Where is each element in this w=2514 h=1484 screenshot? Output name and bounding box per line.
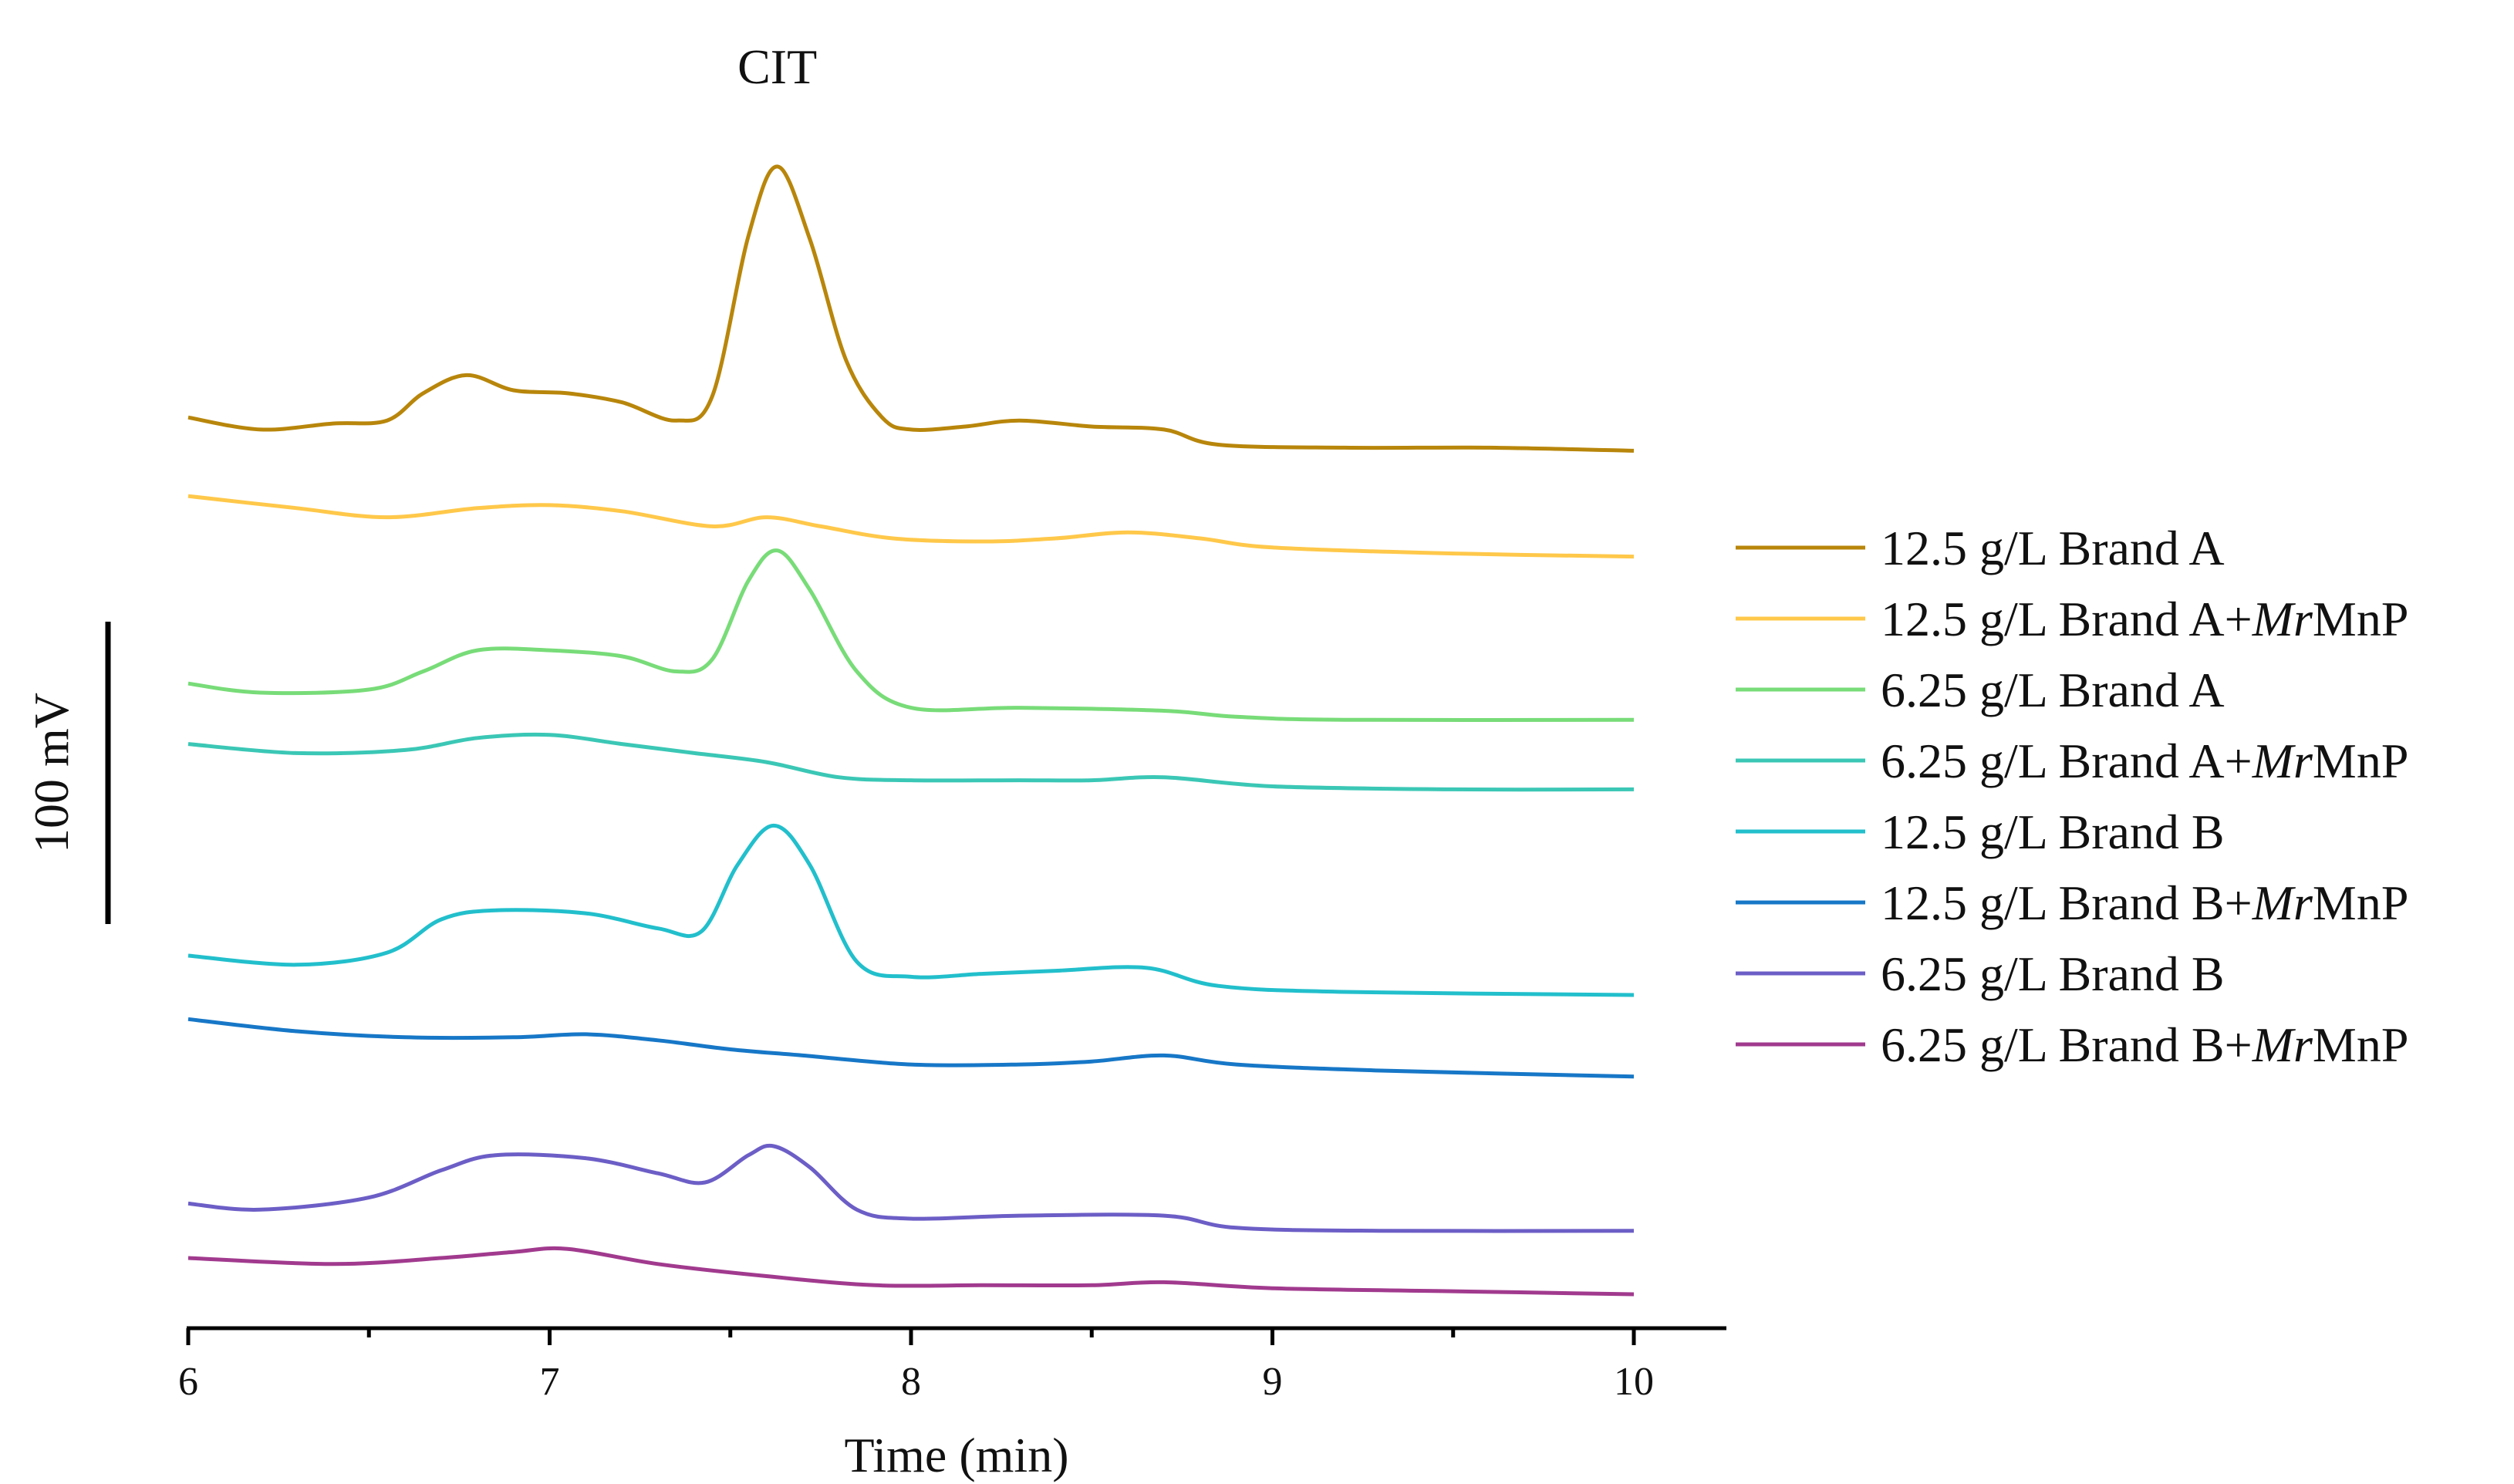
legend-label-7: 6.25 g/L Brand B: [1881, 946, 2225, 1001]
peak-annotation-cit: CIT: [737, 39, 817, 94]
legend-label-6: 12.5 g/L Brand B+MrMnP: [1881, 875, 2408, 930]
legend-label-3: 6.25 g/L Brand A: [1881, 663, 2225, 717]
x-tick-label: 6: [178, 1360, 198, 1404]
series-line-5: [187, 823, 1635, 997]
series-line-4: [187, 732, 1635, 792]
series-line-8: [187, 1246, 1635, 1297]
x-tick-label: 10: [1614, 1360, 1654, 1404]
scale-bar-label: 100 mV: [24, 693, 79, 853]
legend-label-4: 6.25 g/L Brand A+MrMnP: [1881, 734, 2408, 788]
x-tick-label: 7: [540, 1360, 560, 1404]
legend-label-2: 12.5 g/L Brand A+MrMnP: [1881, 592, 2408, 646]
legend: 12.5 g/L Brand A 12.5 g/L Brand A+MrMnP 6.…: [1736, 521, 2408, 1072]
series-line-1: [187, 164, 1635, 453]
series-line-2: [187, 494, 1635, 559]
series-line-6: [187, 1017, 1635, 1079]
legend-label-5: 12.5 g/L Brand B: [1881, 804, 2225, 859]
x-axis-ticks: 6 7 8 9 10: [178, 1328, 1654, 1404]
legend-label-8: 6.25 g/L Brand B+MrMnP: [1881, 1017, 2408, 1072]
traces-group: [187, 164, 1635, 1297]
x-tick-label: 8: [901, 1360, 921, 1404]
x-tick-label: 9: [1263, 1360, 1283, 1404]
series-line-3: [187, 548, 1635, 723]
x-axis-label: Time (min): [845, 1428, 1069, 1482]
legend-label-1: 12.5 g/L Brand A: [1881, 521, 2225, 575]
series-line-7: [187, 1143, 1635, 1233]
